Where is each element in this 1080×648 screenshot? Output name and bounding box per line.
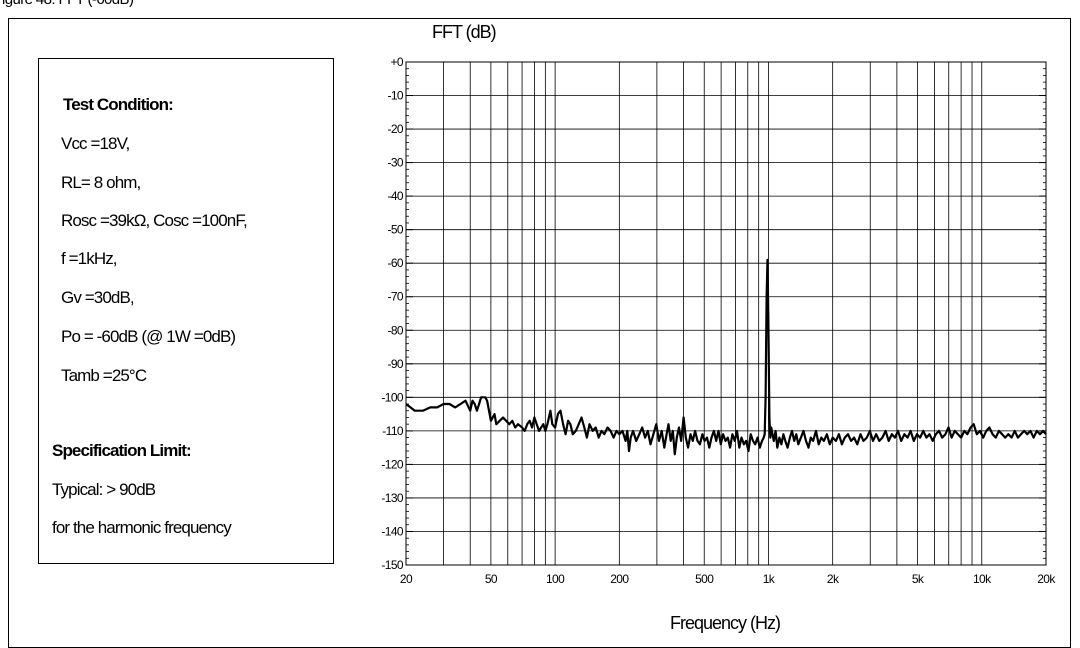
condition-line-vcc: Vcc =18V, bbox=[61, 134, 130, 153]
tick-labels: +0 -10 -20 -30 -40 -50 -60 -70 -80 -90 -100 -110 -12… bbox=[381, 55, 1057, 586]
condition-line-power: Po = -60dB (@ 1W =0dB) bbox=[61, 327, 236, 346]
x-tick-label: 10k bbox=[973, 572, 992, 586]
x-tick-label: 200 bbox=[610, 572, 629, 586]
fft-series-line bbox=[405, 258, 1047, 456]
y-tick-label: -130 bbox=[381, 491, 404, 505]
condition-line-temp: Tamb =25°C bbox=[61, 366, 147, 385]
y-tick-label: -150 bbox=[381, 558, 404, 572]
plot-area-border bbox=[405, 61, 1047, 566]
y-tick-label: -110 bbox=[382, 424, 404, 438]
test-condition-box: Test Condition: Vcc =18V, RL= 8 ohm, Ros… bbox=[38, 58, 334, 564]
y-tick-label: -140 bbox=[381, 524, 404, 538]
series-layer bbox=[405, 258, 1047, 456]
condition-line-freq: f =1kHz, bbox=[61, 249, 118, 268]
x-tick-label: 2k bbox=[827, 572, 840, 586]
x-tick-label: 100 bbox=[546, 572, 565, 586]
x-tick-label: 5k bbox=[912, 572, 925, 586]
y-tick-label: -40 bbox=[387, 189, 403, 203]
condition-line-osc: Rosc =39kΩ, Cosc =100nF, bbox=[61, 211, 248, 230]
x-tick-label: 20k bbox=[1037, 572, 1056, 586]
y-tick-label: +0 bbox=[391, 55, 404, 69]
x-tick-label: 50 bbox=[485, 572, 498, 586]
x-tick-label: 500 bbox=[695, 572, 714, 586]
grid-lines bbox=[406, 62, 1046, 565]
condition-line-gain: Gv =30dB, bbox=[61, 288, 135, 307]
y-tick-label: -60 bbox=[387, 256, 403, 270]
figure-caption: igure 48: FFT (-60dB) bbox=[2, 0, 134, 8]
spec-line-typical: Typical: > 90dB bbox=[52, 480, 156, 499]
test-condition-heading: Test Condition: bbox=[63, 95, 174, 114]
y-tick-label: -90 bbox=[387, 357, 403, 371]
y-tick-label: -80 bbox=[387, 323, 403, 337]
chart-title: FFT (dB) bbox=[432, 22, 497, 42]
y-tick-label: -120 bbox=[381, 457, 404, 471]
y-tick-label: -70 bbox=[387, 290, 403, 304]
y-tick-label: -10 bbox=[387, 89, 403, 103]
condition-line-load: RL= 8 ohm, bbox=[61, 173, 141, 192]
x-tick-label: 1k bbox=[763, 572, 776, 586]
x-axis-label: Frequency (Hz) bbox=[670, 613, 781, 633]
y-tick-label: -50 bbox=[387, 223, 403, 237]
spec-line-harmonic: for the harmonic frequency bbox=[52, 518, 232, 537]
spec-limit-heading: Specification Limit: bbox=[52, 441, 192, 460]
y-tick-label: -20 bbox=[387, 122, 403, 136]
x-tick-label: 20 bbox=[400, 572, 413, 586]
y-tick-label: -100 bbox=[381, 390, 404, 404]
y-tick-label: -30 bbox=[387, 156, 403, 170]
tick-marks bbox=[406, 61, 1046, 566]
